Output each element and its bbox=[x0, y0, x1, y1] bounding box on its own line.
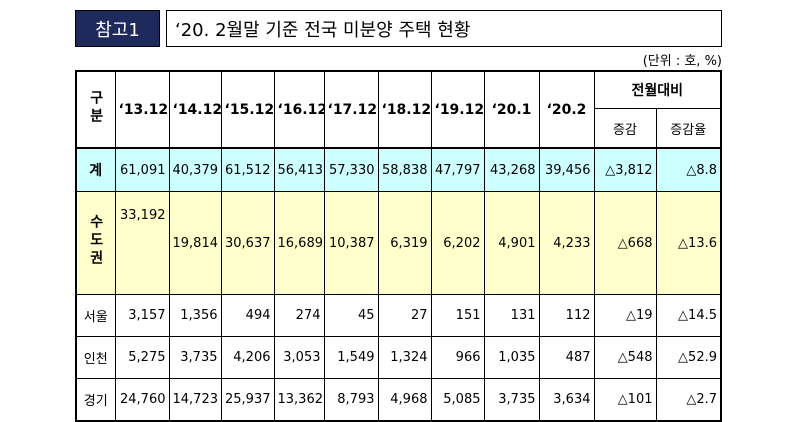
cell: 24,760 bbox=[114, 378, 170, 422]
cell: 1,549 bbox=[323, 336, 379, 379]
cell: 56,413 bbox=[273, 147, 325, 192]
cell: 43,268 bbox=[483, 147, 540, 192]
cell: 13,362 bbox=[273, 378, 325, 422]
cell: 1,324 bbox=[377, 336, 432, 379]
cell: 151 bbox=[430, 294, 485, 337]
column-header: ‘20.1 bbox=[483, 70, 540, 149]
cell: 112 bbox=[538, 294, 595, 337]
cell: 4,901 bbox=[483, 191, 540, 295]
cell: 58,838 bbox=[377, 147, 432, 192]
cell: 3,634 bbox=[538, 378, 595, 422]
cell: △548 bbox=[593, 336, 657, 379]
cell: 1,356 bbox=[168, 294, 222, 337]
table-row: 수도권 33,192 19,814 30,637 16,689 10,387 6,319 6,… bbox=[75, 191, 722, 295]
cell: △8.8 bbox=[655, 147, 722, 192]
row-label-text: 인천 bbox=[83, 352, 108, 367]
row-label: 서울 bbox=[75, 294, 116, 337]
cell: 3,053 bbox=[273, 336, 325, 379]
cell: △668 bbox=[593, 191, 657, 295]
cell: 3,735 bbox=[483, 378, 540, 422]
cell: 3,157 bbox=[114, 294, 170, 337]
cell: 6,319 bbox=[377, 191, 432, 295]
cell: 30,637 bbox=[220, 191, 275, 295]
title: ‘20. 2월말 기준 전국 미분양 주택 현황 bbox=[166, 10, 722, 47]
column-header: ‘16.12 bbox=[273, 70, 325, 149]
cell: 25,937 bbox=[220, 378, 275, 422]
cell: 4,233 bbox=[538, 191, 595, 295]
cell: 4,206 bbox=[220, 336, 275, 379]
cell: 131 bbox=[483, 294, 540, 337]
group-header: 전월대비 bbox=[593, 70, 722, 109]
column-header: ‘19.12 bbox=[430, 70, 485, 149]
cell: 16,689 bbox=[273, 191, 325, 295]
subcolumn-header: 증감 bbox=[593, 108, 657, 149]
cell: 6,202 bbox=[430, 191, 485, 295]
cell: 494 bbox=[220, 294, 275, 337]
cell: 274 bbox=[273, 294, 325, 337]
cell: 47,797 bbox=[430, 147, 485, 192]
row-label-text: 계 bbox=[89, 163, 103, 179]
cell: △101 bbox=[593, 378, 657, 422]
cell: 4,968 bbox=[377, 378, 432, 422]
row-label: 경기 bbox=[75, 378, 116, 422]
cell: △13.6 bbox=[655, 191, 722, 295]
row-label-text: 수도권 bbox=[87, 214, 104, 268]
table-body: 계 61,091 40,379 61,512 56,413 57,330 58,838 47,… bbox=[75, 147, 722, 422]
cell: △3,812 bbox=[593, 147, 657, 192]
row-label: 인천 bbox=[75, 336, 116, 379]
subcolumn-header: 증감율 bbox=[655, 108, 722, 149]
column-header: ‘18.12 bbox=[377, 70, 432, 149]
table-row: 계 61,091 40,379 61,512 56,413 57,330 58,838 47,… bbox=[75, 147, 722, 192]
column-header: ‘13.12 bbox=[114, 70, 170, 149]
cell: 27 bbox=[377, 294, 432, 337]
cell: 14,723 bbox=[168, 378, 222, 422]
corner-label: 구분 bbox=[87, 89, 104, 126]
page: 참고1 ‘20. 2월말 기준 전국 미분양 주택 현황 (단위 : 호, %)… bbox=[75, 10, 722, 422]
column-header: ‘14.12 bbox=[168, 70, 222, 149]
cell: 10,387 bbox=[323, 191, 379, 295]
data-table: 구분 ‘13.12 ‘14.12 ‘15.12 ‘16.12 ‘17.12 ‘18.12 ‘1… bbox=[75, 70, 722, 422]
table-row: 경기 24,760 14,723 25,937 13,362 8,793 4,968 5,08… bbox=[75, 378, 722, 422]
cell: △19 bbox=[593, 294, 657, 337]
table-head: 구분 ‘13.12 ‘14.12 ‘15.12 ‘16.12 ‘17.12 ‘18.12 ‘1… bbox=[75, 70, 722, 149]
column-header: ‘17.12 bbox=[323, 70, 379, 149]
cell: 966 bbox=[430, 336, 485, 379]
cell: 57,330 bbox=[323, 147, 379, 192]
cell: 1,035 bbox=[483, 336, 540, 379]
cell: 19,814 bbox=[168, 191, 222, 295]
cell: 45 bbox=[323, 294, 379, 337]
cell: 5,085 bbox=[430, 378, 485, 422]
cell: △2.7 bbox=[655, 378, 722, 422]
row-label: 수도권 bbox=[75, 191, 116, 295]
unit-note: (단위 : 호, %) bbox=[642, 54, 722, 69]
badge: 참고1 bbox=[75, 10, 160, 47]
column-header: ‘20.2 bbox=[538, 70, 595, 149]
row-label: 계 bbox=[75, 147, 116, 192]
cell: 39,456 bbox=[538, 147, 595, 192]
cell: 3,735 bbox=[168, 336, 222, 379]
cell: 61,091 bbox=[114, 147, 170, 192]
cell: 33,192 bbox=[114, 191, 170, 295]
cell: 61,512 bbox=[220, 147, 275, 192]
cell: 5,275 bbox=[114, 336, 170, 379]
cell: 487 bbox=[538, 336, 595, 379]
cell: 8,793 bbox=[323, 378, 379, 422]
header-row: 증감 증감율 bbox=[76, 108, 722, 149]
header-row: 구분 ‘13.12 ‘14.12 ‘15.12 ‘16.12 ‘17.12 ‘18.12 ‘1… bbox=[75, 70, 722, 149]
table-row: 인천 5,275 3,735 4,206 3,053 1,549 1,324 966 1,035… bbox=[75, 336, 722, 379]
column-header: ‘15.12 bbox=[220, 70, 275, 149]
corner-cell: 구분 bbox=[75, 70, 116, 149]
cell: △52.9 bbox=[655, 336, 722, 379]
row-label-text: 서울 bbox=[83, 310, 108, 325]
cell: △14.5 bbox=[655, 294, 722, 337]
table-row: 서울 3,157 1,356 494 274 45 27 151 131 112 △19 △14.5 bbox=[75, 294, 722, 337]
cell: 40,379 bbox=[168, 147, 222, 192]
